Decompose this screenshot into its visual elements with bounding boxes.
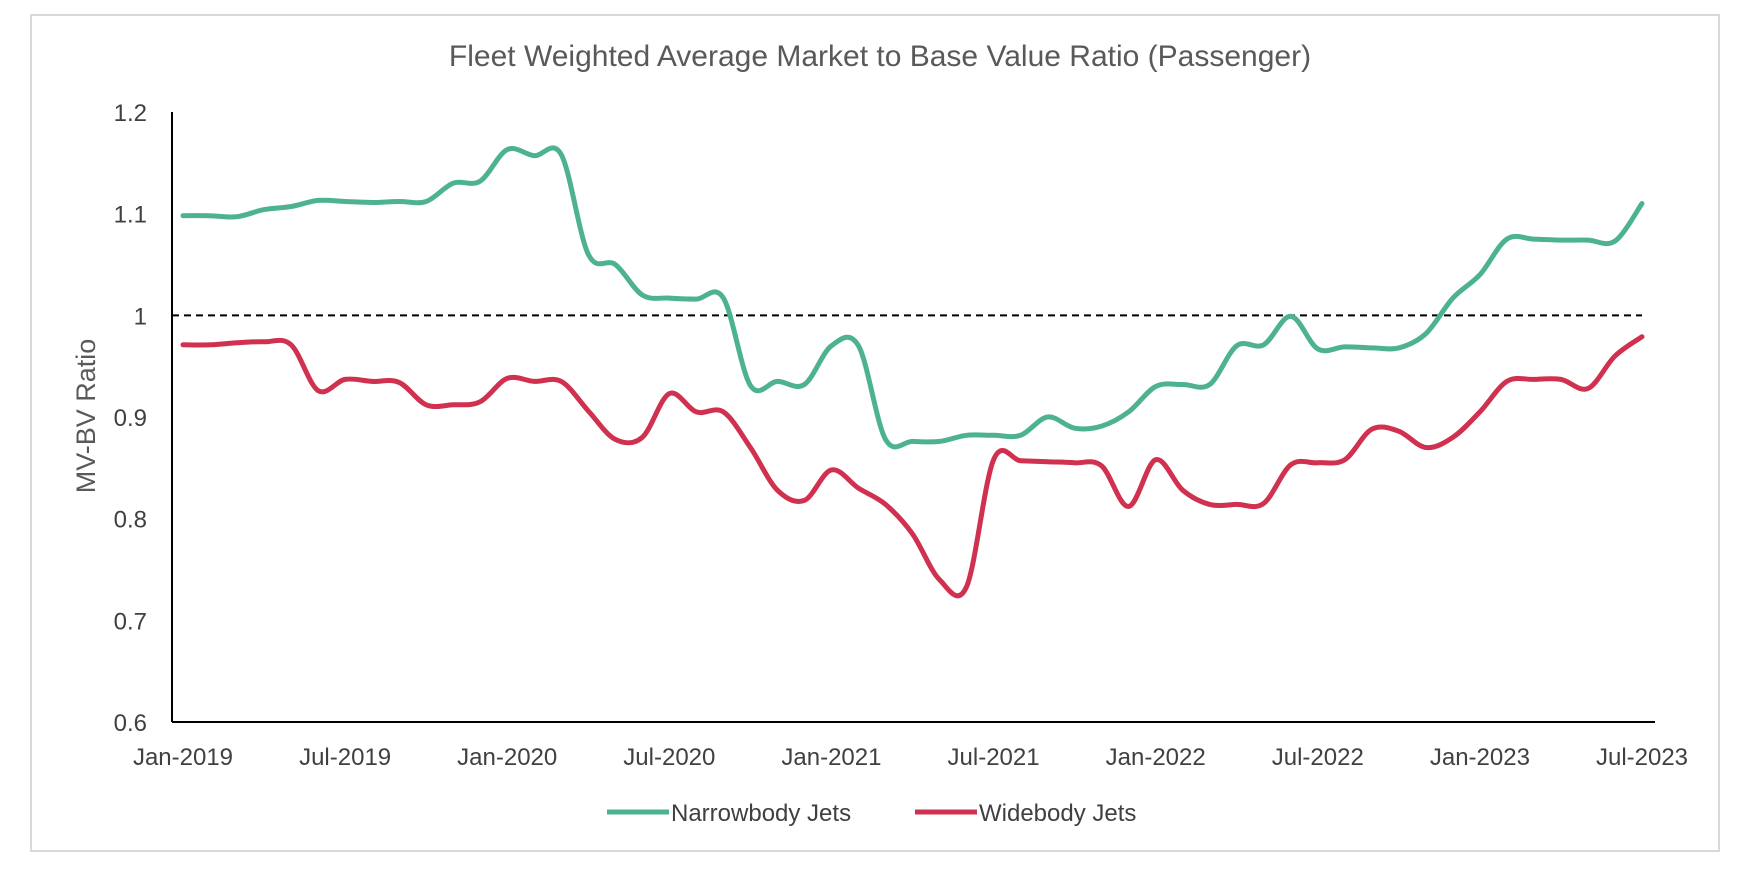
y-axis-title: MV-BV Ratio [71,339,101,494]
chart-title: Fleet Weighted Average Market to Base Va… [449,40,1311,73]
y-tick-label: 0.8 [114,507,147,534]
series-line-widebody-jets [180,334,1645,599]
y-tick-label: 1.2 [114,100,147,127]
y-axis-ticks: 0.6 0.7 0.8 0.9 1 1.1 1.2 [114,100,147,737]
legend-label: Widebody Jets [979,800,1136,827]
x-tick-label: Jul-2021 [948,744,1040,771]
y-tick-label: 1 [134,303,147,330]
x-tick-label: Jul-2022 [1272,744,1364,771]
legend-label: Narrowbody Jets [671,800,851,827]
x-tick-label: Jan-2019 [133,744,233,771]
chart-frame [30,14,1720,852]
x-tick-label: Jul-2020 [623,744,715,771]
y-tick-label: 0.9 [114,405,147,432]
x-tick-label: Jul-2023 [1596,744,1688,771]
series-line-narrowbody-jets [180,145,1645,450]
y-tick-label: 0.7 [114,608,147,635]
x-tick-label: Jan-2023 [1430,744,1530,771]
x-tick-label: Jan-2021 [781,744,881,771]
series-lines [180,145,1645,599]
y-tick-label: 0.6 [114,710,147,737]
y-tick-label: 1.1 [114,202,147,229]
x-axis-ticks: Jan-2019 Jul-2019 Jan-2020 Jul-2020 Jan-2021… [133,744,1688,771]
x-tick-label: Jan-2022 [1106,744,1206,771]
legend: Narrowbody Jets Widebody Jets [607,800,1136,827]
x-tick-label: Jan-2020 [457,744,557,771]
x-tick-label: Jul-2019 [299,744,391,771]
